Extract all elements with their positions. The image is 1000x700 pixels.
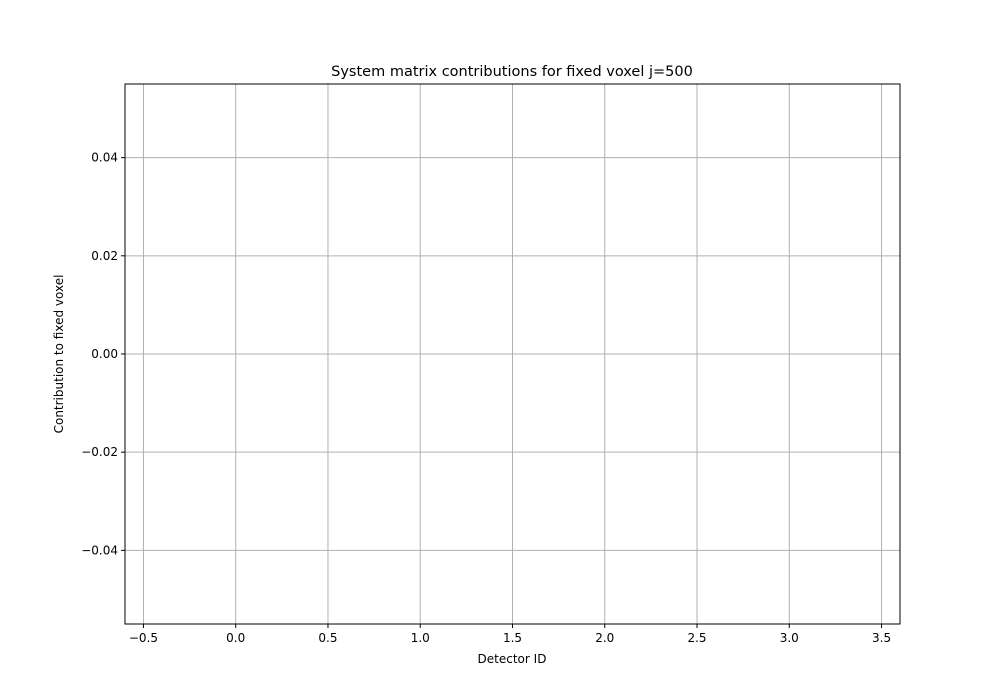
x-tick-label: 3.5 <box>872 631 891 645</box>
x-tick-label: 1.5 <box>503 631 522 645</box>
y-tick-label: 0.04 <box>91 151 118 165</box>
y-axis-label: Contribution to fixed voxel <box>52 275 66 434</box>
x-tick-label: 0.5 <box>318 631 337 645</box>
x-tick-label: 2.0 <box>595 631 614 645</box>
y-tick-label: −0.04 <box>81 543 118 557</box>
x-tick-label: 3.0 <box>780 631 799 645</box>
axis-ticks: −0.5 0.0 0.5 1.0 1.5 2.0 2.5 3.0 3.5 −0.04 −0.02 0.… <box>81 151 891 645</box>
y-tick-label: 0.00 <box>91 347 118 361</box>
y-tick-label: −0.02 <box>81 445 118 459</box>
y-tick-label: 0.02 <box>91 249 118 263</box>
x-tick-label: 0.0 <box>226 631 245 645</box>
x-tick-label: −0.5 <box>129 631 158 645</box>
x-tick-label: 2.5 <box>687 631 706 645</box>
x-axis-label: Detector ID <box>478 652 547 666</box>
chart-title: System matrix contributions for fixed vo… <box>331 64 693 80</box>
x-tick-label: 1.0 <box>411 631 430 645</box>
grid-lines <box>125 84 900 624</box>
